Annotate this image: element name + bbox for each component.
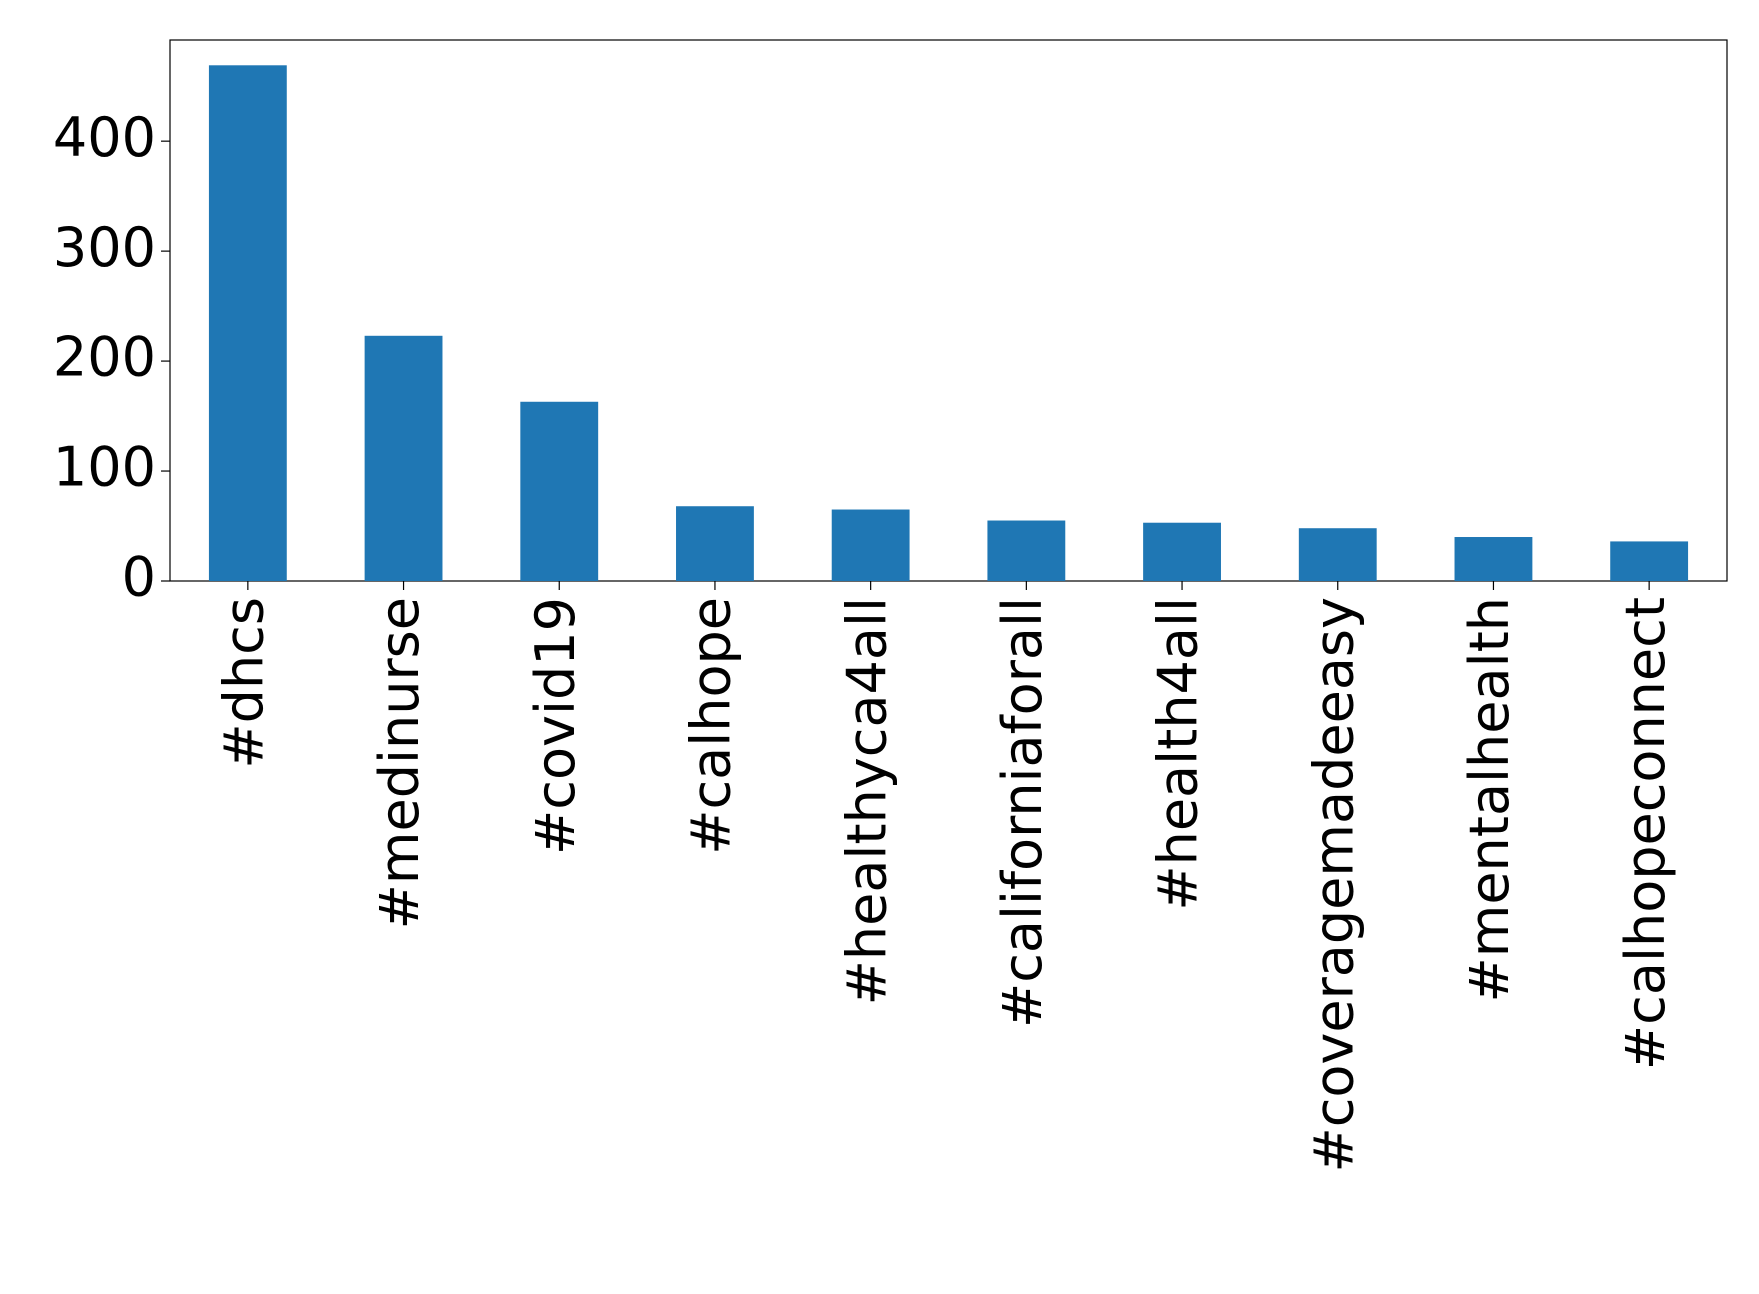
bar bbox=[208, 65, 287, 581]
y-tick-label: 0 bbox=[122, 546, 156, 609]
x-tick-label: #calhopeconnect bbox=[1614, 597, 1677, 1070]
y-tick-label: 100 bbox=[53, 436, 156, 499]
bar bbox=[1143, 522, 1221, 581]
x-tick-label: #covid19 bbox=[524, 597, 587, 855]
x-tick-label: #health4all bbox=[1147, 597, 1210, 911]
bar bbox=[987, 520, 1066, 581]
bar bbox=[364, 335, 443, 581]
x-tick-label: #dhcs bbox=[212, 597, 275, 769]
x-tick-label: #coveragemadeeasy bbox=[1302, 597, 1365, 1173]
x-tick-label: #healthyca4all bbox=[835, 597, 898, 1005]
x-tick-label: #calhope bbox=[680, 597, 743, 855]
x-tick-label: #mentalhealth bbox=[1458, 597, 1521, 1003]
x-tick-label: #medinurse bbox=[368, 597, 431, 929]
bar bbox=[520, 401, 599, 581]
bar bbox=[1298, 528, 1377, 581]
bar bbox=[1454, 537, 1533, 581]
y-tick-label: 200 bbox=[53, 326, 156, 389]
bar bbox=[1610, 541, 1689, 581]
y-tick-label: 300 bbox=[53, 216, 156, 279]
bar bbox=[676, 506, 754, 581]
plot-frame bbox=[169, 39, 1728, 582]
x-tick-label: #californiaforall bbox=[991, 597, 1054, 1028]
bar bbox=[831, 509, 910, 581]
y-tick-label: 400 bbox=[53, 106, 156, 169]
